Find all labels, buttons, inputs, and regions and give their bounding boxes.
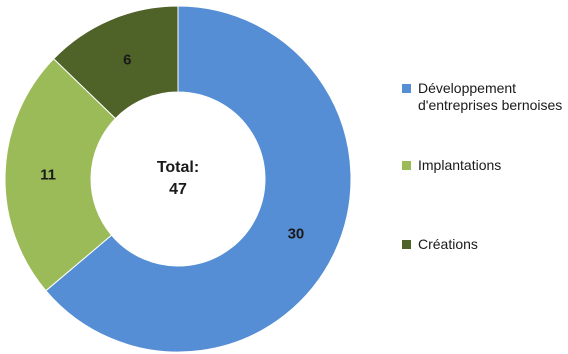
donut-slice-0 [45,5,352,353]
legend-label-developpement: Développement d'entreprises bernoises [418,80,568,114]
slice-value-label-2: 6 [123,51,131,68]
legend: Développement d'entreprises bernoises Im… [402,0,568,354]
legend-swatch-creations [402,240,411,249]
legend-item-creations: Créations [402,236,478,253]
total-label: Total: [157,159,199,176]
total-value: 47 [169,181,187,198]
legend-item-developpement: Développement d'entreprises bernoises [402,80,568,114]
donut-slice-1 [4,58,117,292]
slices-group [4,5,352,353]
donut-slice-2 [52,5,179,120]
legend-item-implantations: Implantations [402,157,501,174]
slice-labels-group: 30 11 6 [40,51,304,242]
legend-label-developpement-line2: d'entreprises bernoises [418,97,563,113]
legend-swatch-developpement [402,84,411,93]
slice-value-label-1: 11 [40,167,56,184]
legend-swatch-implantations [402,161,411,170]
slice-value-label-0: 30 [288,226,305,243]
legend-label-developpement-line1: Développement [418,80,517,96]
legend-label-creations: Créations [418,236,478,252]
donut-chart: 30 11 6 Total: 47 [4,5,352,353]
legend-label-implantations: Implantations [418,157,502,173]
